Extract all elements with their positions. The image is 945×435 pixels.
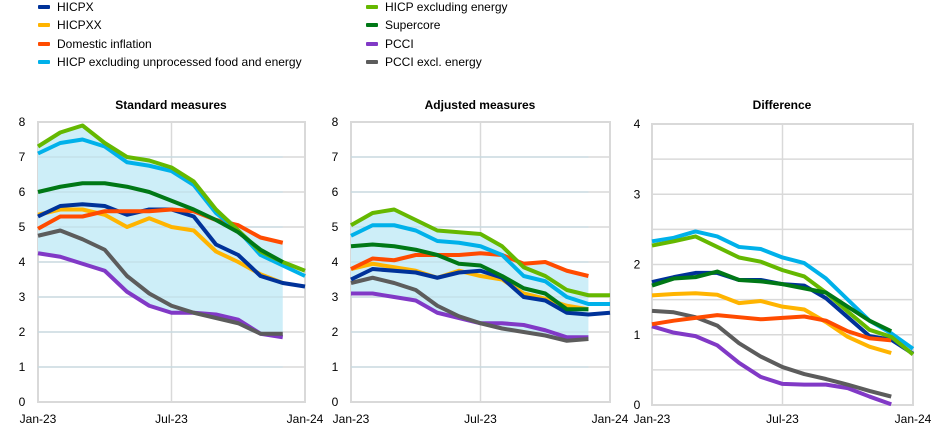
legend-item-supercore: Supercore bbox=[366, 16, 440, 34]
series-line-domestic bbox=[651, 313, 892, 343]
panel-title: Difference bbox=[753, 98, 812, 112]
y-tick-label: 5 bbox=[332, 220, 339, 234]
legend-label: Domestic inflation bbox=[57, 37, 152, 51]
y-tick-label: 3 bbox=[332, 290, 339, 304]
y-tick-label: 2 bbox=[19, 325, 26, 339]
legend-swatch-hicpxx bbox=[38, 23, 50, 27]
legend-item-excl-energy: HICP excluding energy bbox=[366, 0, 508, 16]
legend-label: HICP excluding unprocessed food and ener… bbox=[57, 55, 302, 69]
series-line-domestic bbox=[350, 251, 589, 278]
legend-label: HICPXX bbox=[57, 18, 102, 32]
y-tick-label: 1 bbox=[634, 328, 641, 342]
x-tick-label: Jan-23 bbox=[20, 412, 57, 426]
legend-item-hicpxx: HICPXX bbox=[38, 16, 102, 34]
y-tick-label: 6 bbox=[19, 185, 26, 199]
series-line-pcci-excl-energy bbox=[37, 228, 283, 336]
x-tick-label: Jul-23 bbox=[766, 412, 799, 426]
y-tick-label: 8 bbox=[19, 115, 26, 129]
series-line-pcci-excl-energy bbox=[350, 275, 589, 343]
series-line-supercore bbox=[37, 181, 284, 264]
y-tick-label: 7 bbox=[332, 150, 339, 164]
legend-swatch-pcci-excl-energy bbox=[366, 60, 378, 64]
y-tick-label: 8 bbox=[332, 115, 339, 129]
panel-title: Standard measures bbox=[115, 98, 227, 112]
panel-difference: 0 1 2 3 4 Jan-23 Jul-23 Jan-24 Difference bbox=[634, 98, 932, 426]
x-tick-label: Jan-24 bbox=[592, 412, 629, 426]
x-tick-label: Jul-23 bbox=[464, 412, 497, 426]
legend-item-pcci-excl-energy: PCCI excl. energy bbox=[366, 53, 482, 71]
y-tick-label: 0 bbox=[634, 398, 641, 412]
series-line-excl-unproc bbox=[350, 223, 610, 306]
y-tick-label: 2 bbox=[332, 325, 339, 339]
y-tick-label: 0 bbox=[19, 395, 26, 409]
y-tick-label: 1 bbox=[19, 360, 26, 374]
legend-swatch-pcci bbox=[366, 42, 378, 46]
series-line-excl-energy bbox=[651, 234, 915, 356]
panel-standard-measures: 0 1 2 3 4 5 6 7 8 Jan-23 Jul-23 Jan-24 Standard meas… bbox=[19, 98, 324, 426]
y-tick-label: 4 bbox=[19, 255, 26, 269]
y-tick-label: 3 bbox=[634, 187, 641, 201]
legend-label: PCCI excl. energy bbox=[385, 55, 482, 69]
series-line-excl-energy bbox=[350, 207, 610, 298]
panel-title: Adjusted measures bbox=[425, 98, 536, 112]
series-line-excl-unproc bbox=[37, 137, 306, 278]
y-tick-label: 4 bbox=[332, 255, 339, 269]
legend-swatch-domestic bbox=[38, 42, 50, 46]
series-line-hicpxx bbox=[37, 207, 284, 285]
legend-swatch-supercore bbox=[366, 23, 378, 27]
series-line-pcci bbox=[651, 324, 892, 407]
y-tick-label: 5 bbox=[19, 220, 26, 234]
y-tick-label: 0 bbox=[332, 395, 339, 409]
y-tick-label: 6 bbox=[332, 185, 339, 199]
legend-label: Supercore bbox=[385, 18, 441, 32]
legend-swatch-excl-unproc bbox=[38, 60, 50, 64]
y-tick-label: 1 bbox=[332, 360, 339, 374]
legend-swatch-excl-energy bbox=[366, 5, 378, 9]
y-tick-label: 4 bbox=[634, 117, 641, 131]
x-tick-label: Jul-23 bbox=[155, 412, 188, 426]
legend-swatch-hicpx bbox=[38, 5, 50, 9]
y-tick-label: 7 bbox=[19, 150, 26, 164]
series-line-pcci bbox=[37, 251, 284, 340]
x-tick-label: Jan-24 bbox=[895, 412, 932, 426]
legend-label: HICPX bbox=[57, 0, 94, 14]
legend-label: HICP excluding energy bbox=[385, 0, 508, 14]
panel-adjusted-measures: 0 1 2 3 4 5 6 7 8 Jan-23 Jul-23 Jan-24 Adjusted meas… bbox=[332, 98, 629, 426]
y-tick-label: 3 bbox=[19, 290, 26, 304]
legend-label: PCCI bbox=[385, 37, 414, 51]
range-band bbox=[38, 125, 283, 338]
series-line-domestic bbox=[37, 207, 284, 245]
x-tick-label: Jan-23 bbox=[333, 412, 370, 426]
x-tick-label: Jan-23 bbox=[634, 412, 671, 426]
series-line-supercore bbox=[651, 269, 893, 334]
series-line-hicpxx bbox=[651, 291, 892, 355]
y-tick-label: 2 bbox=[634, 258, 641, 272]
legend-item-pcci: PCCI bbox=[366, 35, 414, 53]
series-line-hicpx bbox=[350, 267, 611, 317]
legend-item-hicpx: HICPX bbox=[38, 0, 94, 16]
legend-item-domestic: Domestic inflation bbox=[38, 35, 152, 53]
x-tick-label: Jan-24 bbox=[287, 412, 324, 426]
legend-item-excl-unproc: HICP excluding unprocessed food and ener… bbox=[38, 53, 302, 71]
series-line-supercore bbox=[350, 242, 589, 312]
